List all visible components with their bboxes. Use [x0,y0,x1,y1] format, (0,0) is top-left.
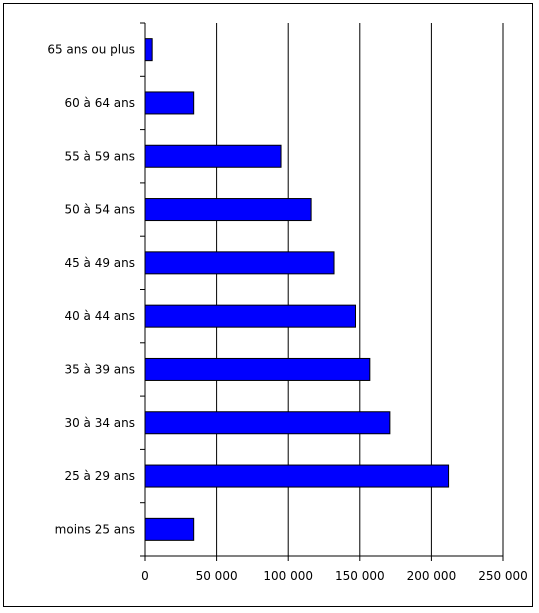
x-tick-label: 250 000 [478,569,528,583]
x-tick-label: 0 [141,569,149,583]
bar-2 [144,411,391,435]
bar-8 [144,91,195,115]
bar-3 [144,357,371,381]
bar-5 [144,251,335,275]
y-tick-label: moins 25 ans [55,522,135,536]
y-tick-label: 35 à 39 ans [64,362,135,376]
bar-6 [144,198,312,222]
y-tick-label: 30 à 34 ans [64,416,135,430]
y-tick-label: 60 à 64 ans [64,96,135,110]
x-tick-label: 200 000 [407,569,457,583]
x-tick-label: 150 000 [335,569,385,583]
bar-1 [144,464,450,488]
bar-7 [144,144,282,168]
bar-9 [144,38,153,62]
bar-4 [144,304,357,328]
x-tick-label: 50 000 [196,569,238,583]
y-tick-label: 55 à 59 ans [64,149,135,163]
bar-0 [144,517,195,541]
y-tick-label: 50 à 54 ans [64,203,135,217]
x-tick-label: 100 000 [263,569,313,583]
y-tick-label: 45 à 49 ans [64,256,135,270]
y-tick-label: 65 ans ou plus [47,43,135,57]
y-tick-label: 40 à 44 ans [64,309,135,323]
y-tick-label: 25 à 29 ans [64,469,135,483]
